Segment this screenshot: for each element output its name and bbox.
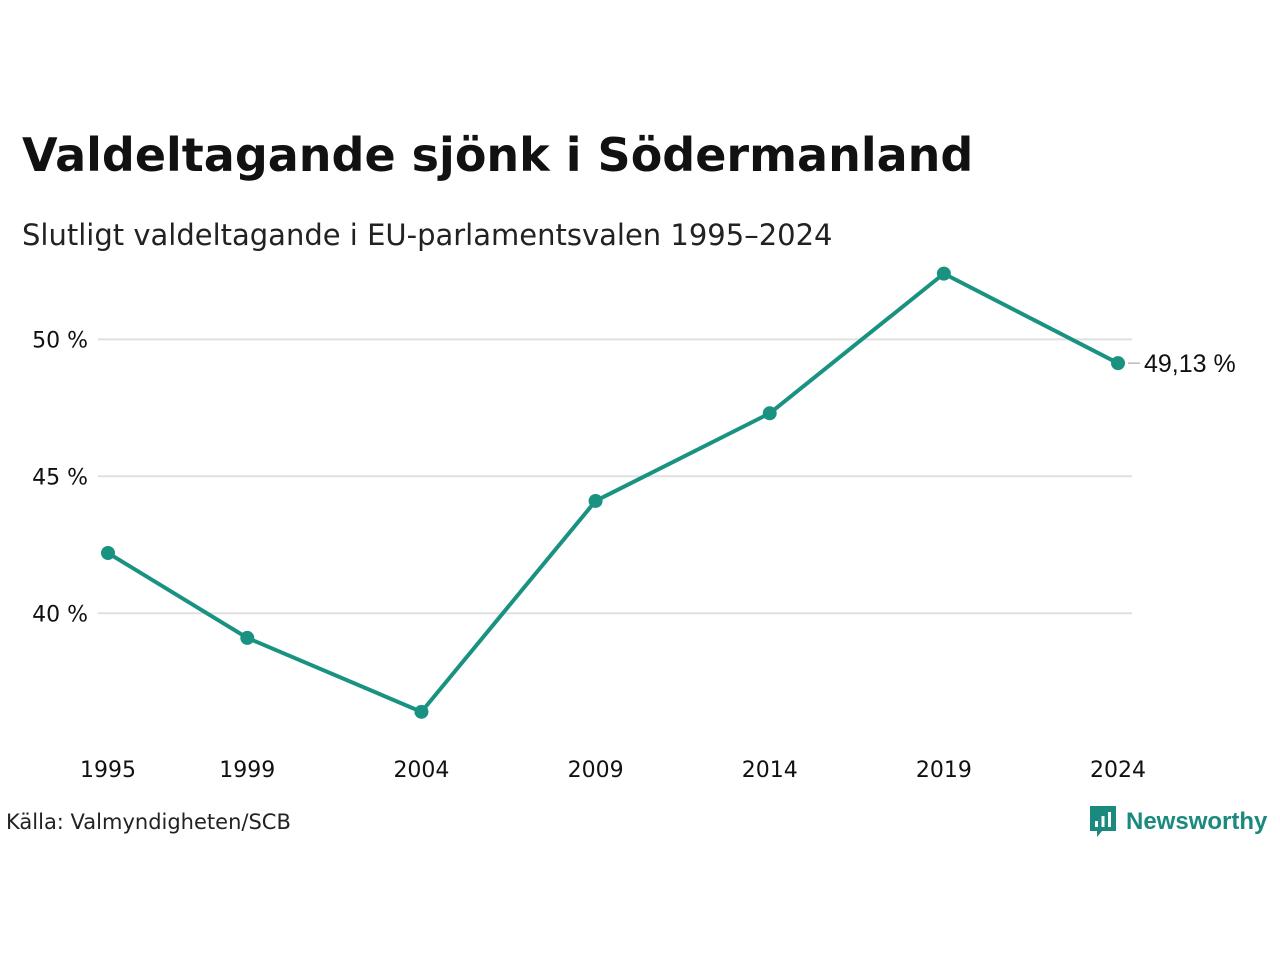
x-tick-label: 1995 <box>80 758 136 783</box>
end-value-label: 49,13 % <box>1144 350 1236 378</box>
y-tick-label: 40 % <box>32 602 88 627</box>
chart-title: Valdeltagande sjönk i Södermanland <box>22 128 974 182</box>
source-note: Källa: Valmyndigheten/SCB <box>6 810 291 834</box>
x-tick-label: 2024 <box>1090 758 1146 783</box>
series-points <box>101 266 1125 719</box>
data-point-2009 <box>588 493 603 508</box>
data-point-2024 <box>1111 356 1125 371</box>
x-tick-label: 2019 <box>916 758 972 783</box>
end-label-layer: 49,13 % <box>1128 350 1236 378</box>
data-point-1995 <box>101 545 115 560</box>
y-tick-label: 45 % <box>32 465 88 490</box>
brand-name: Newsworthy <box>1126 808 1268 835</box>
data-point-1999 <box>240 630 255 645</box>
data-point-2014 <box>762 406 777 421</box>
x-tick-label: 2004 <box>393 758 449 783</box>
chart-subtitle: Slutligt valdeltagande i EU-parlamentsva… <box>22 218 833 252</box>
x-axis-ticks: 1995 1999 2004 2009 2014 2019 2024 <box>80 758 1146 783</box>
brand-logo: Newsworthy <box>1088 804 1267 840</box>
data-point-2004 <box>414 704 429 719</box>
x-tick-label: 1999 <box>219 758 275 783</box>
x-tick-label: 2014 <box>742 758 798 783</box>
x-tick-label: 2009 <box>568 758 624 783</box>
y-axis-ticks: 40 % 45 % 50 % <box>32 328 88 627</box>
newsworthy-logo-icon <box>1090 806 1116 837</box>
data-point-2019 <box>936 266 951 281</box>
gridlines <box>98 338 1132 615</box>
y-tick-label: 50 % <box>32 328 88 353</box>
